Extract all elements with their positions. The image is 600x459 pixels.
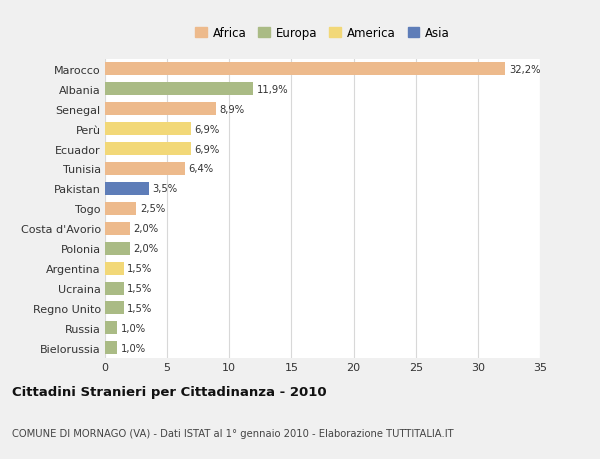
Text: 1,0%: 1,0% <box>121 343 146 353</box>
Text: 2,0%: 2,0% <box>134 224 159 234</box>
Text: 1,5%: 1,5% <box>127 303 152 313</box>
Bar <box>105 202 136 215</box>
Text: 8,9%: 8,9% <box>220 104 244 114</box>
Bar <box>105 143 191 156</box>
Bar <box>105 83 253 96</box>
Bar <box>105 123 191 136</box>
Text: 3,5%: 3,5% <box>152 184 178 194</box>
Bar <box>105 242 130 255</box>
Text: 2,0%: 2,0% <box>134 244 159 254</box>
Text: 1,5%: 1,5% <box>127 263 152 274</box>
Bar <box>105 282 124 295</box>
Bar <box>105 162 185 175</box>
Text: COMUNE DI MORNAGO (VA) - Dati ISTAT al 1° gennaio 2010 - Elaborazione TUTTITALIA: COMUNE DI MORNAGO (VA) - Dati ISTAT al 1… <box>12 428 454 438</box>
Bar <box>105 341 118 354</box>
Text: 6,4%: 6,4% <box>188 164 214 174</box>
Bar <box>105 183 149 196</box>
Text: 11,9%: 11,9% <box>257 84 288 95</box>
Text: 6,9%: 6,9% <box>194 144 220 154</box>
Legend: Africa, Europa, America, Asia: Africa, Europa, America, Asia <box>195 27 450 40</box>
Text: 1,0%: 1,0% <box>121 323 146 333</box>
Text: 6,9%: 6,9% <box>194 124 220 134</box>
Bar <box>105 222 130 235</box>
Text: 32,2%: 32,2% <box>509 65 541 75</box>
Text: 2,5%: 2,5% <box>140 204 165 214</box>
Bar <box>105 302 124 315</box>
Text: 1,5%: 1,5% <box>127 283 152 293</box>
Bar <box>105 103 215 116</box>
Bar <box>105 63 505 76</box>
Bar <box>105 262 124 275</box>
Bar <box>105 322 118 335</box>
Text: Cittadini Stranieri per Cittadinanza - 2010: Cittadini Stranieri per Cittadinanza - 2… <box>12 385 326 398</box>
